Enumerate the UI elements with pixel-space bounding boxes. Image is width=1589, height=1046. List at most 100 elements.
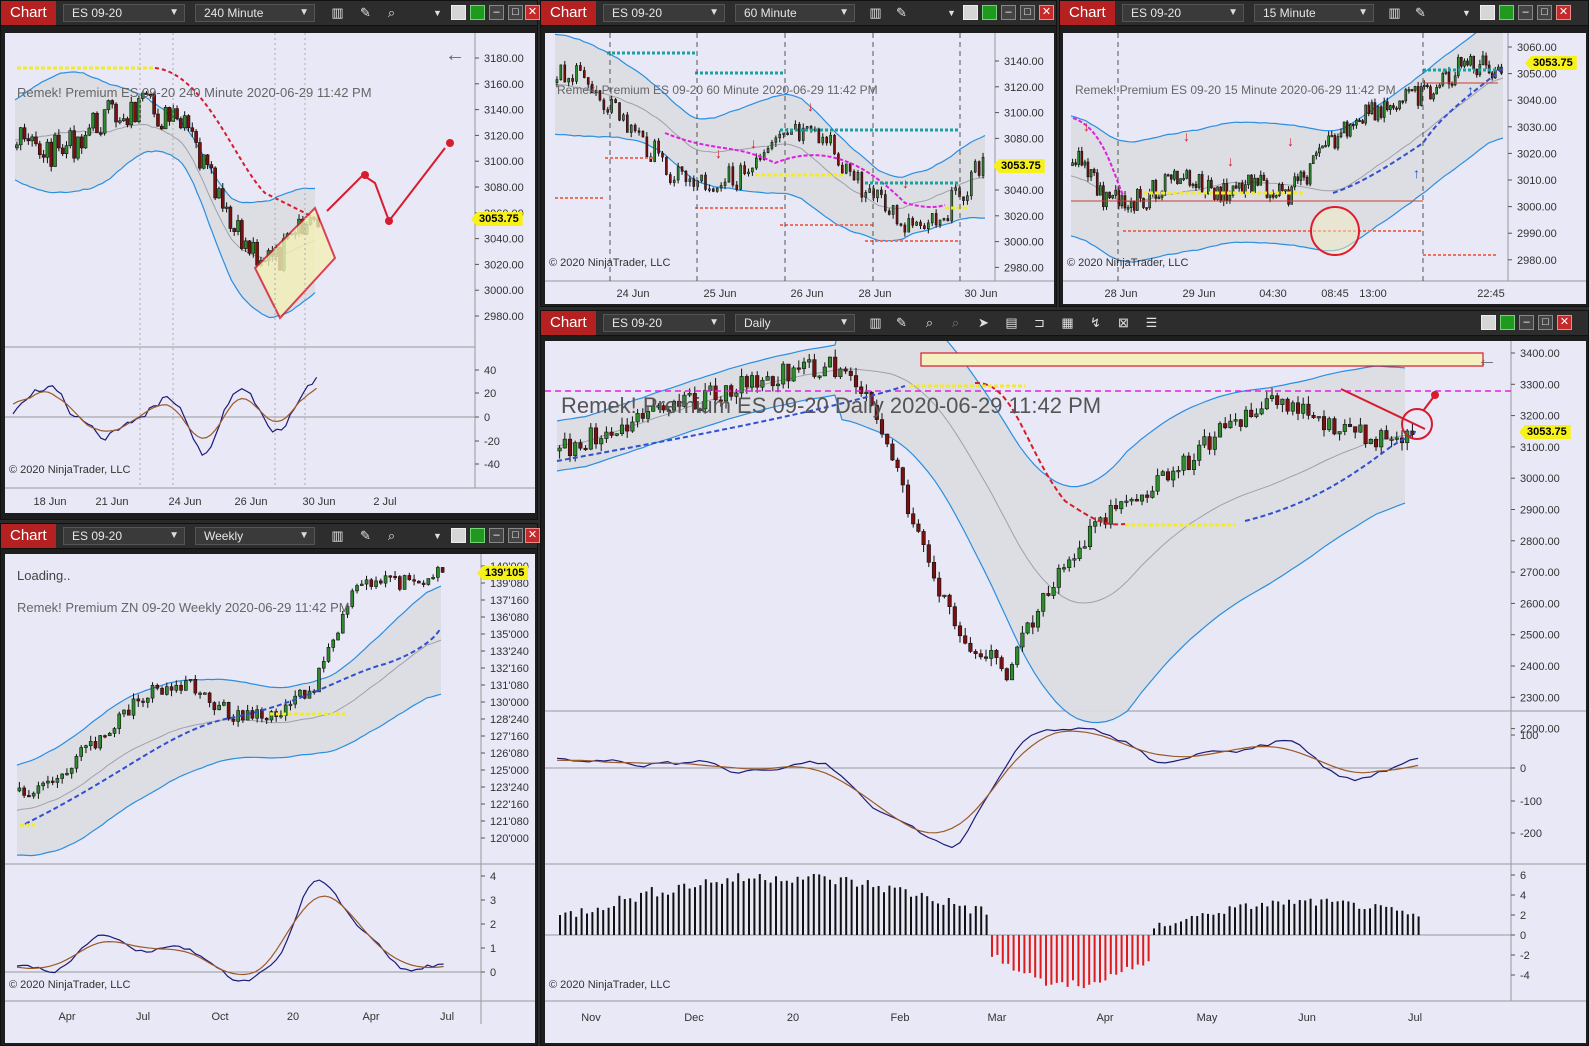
chart-title[interactable]: Chart (541, 311, 596, 335)
bar-type-icon[interactable]: ▥ (331, 528, 344, 543)
bar-type-icon[interactable]: ▥ (1388, 5, 1401, 20)
indicators-icon[interactable]: ↯ (1090, 315, 1101, 330)
zoom-icon[interactable]: ⌕ (387, 528, 396, 543)
window-white-button[interactable] (1481, 315, 1496, 330)
minimize-button[interactable]: – (489, 5, 504, 20)
interval-selector[interactable]: Daily ▼ (735, 314, 855, 332)
maximize-button[interactable]: □ (1020, 5, 1035, 20)
list-icon[interactable]: ☰ (1145, 315, 1158, 330)
zoom-icon[interactable]: ⌕ (387, 5, 396, 20)
zoom-out-icon[interactable]: ⌕ (951, 315, 960, 330)
window-link-button[interactable] (1500, 315, 1515, 330)
cursor-icon[interactable]: ➤ (978, 315, 989, 330)
instrument-selector[interactable]: ES 09-20 ▼ (63, 4, 185, 22)
maximize-button[interactable]: □ (508, 5, 523, 20)
data-box-icon[interactable]: ▤ (1005, 315, 1018, 330)
price-panel[interactable]: ← 3400.00 3300.00 3200.00 3100.00 3000.00 2900… (545, 341, 1586, 1043)
candle-body (231, 718, 236, 722)
price-axis-label: 2500.00 (1520, 630, 1560, 642)
histogram-bar (1331, 901, 1334, 935)
candle-body (1154, 180, 1158, 199)
price-panel[interactable]: ↓ ↓ ↓ ↓ ↑ ↑ 3060.00 3050.00 3040.00 3030.00 3020.0… (1063, 33, 1586, 304)
window-link-button[interactable] (470, 528, 485, 543)
price-panel[interactable]: ↓↓↓↓3140.003120.003100.003080.003060.003… (545, 33, 1054, 304)
interval-selector[interactable]: Weekly ▼ (195, 527, 315, 545)
candle-body (1155, 475, 1160, 492)
histogram-bar (1207, 913, 1209, 935)
chart-title[interactable]: Chart (1, 1, 56, 25)
interval-selector[interactable]: 240 Minute ▼ (195, 4, 315, 22)
close-button[interactable]: ✕ (525, 528, 540, 543)
candle-body (1132, 200, 1136, 211)
minimize-button[interactable]: – (1519, 315, 1534, 330)
histogram-bar (1363, 909, 1366, 935)
minimize-button[interactable]: – (1001, 5, 1016, 20)
candle-body (190, 127, 195, 132)
bar-type-icon[interactable]: ▥ (869, 315, 882, 330)
instrument-selector[interactable]: ES 09-20 ▼ (63, 527, 185, 545)
candle-body (17, 787, 22, 792)
drawing-tool-icon[interactable]: ✎ (896, 315, 907, 330)
drawing-tool-icon[interactable]: ✎ (360, 5, 371, 20)
histogram-bar (1045, 935, 1047, 986)
histogram-bar (1120, 935, 1123, 973)
window-link-button[interactable] (982, 5, 997, 20)
oscillator-axis-label: 4 (490, 871, 496, 883)
date-tick-label: 21 Jun (95, 496, 128, 508)
candle-body (1379, 430, 1384, 448)
interval-selector[interactable]: 60 Minute ▼ (735, 4, 855, 22)
chart-title[interactable]: Chart (1, 524, 56, 548)
back-arrow-icon: ← (445, 44, 465, 66)
price-axis-label: 2700.00 (1520, 567, 1560, 579)
price-panel[interactable]: ← 3180.00 3160.00 3140.00 3120.00 3100.00 3080… (5, 33, 535, 513)
bar-type-icon[interactable]: ▥ (869, 5, 882, 20)
window-link-button[interactable] (1499, 5, 1514, 20)
interval-selector[interactable]: 15 Minute ▼ (1254, 4, 1374, 22)
drawing-tool-icon[interactable]: ✎ (1415, 5, 1426, 20)
chevron-down-icon[interactable]: ▼ (947, 8, 956, 18)
candle-body (1358, 424, 1363, 433)
maximize-button[interactable]: □ (1538, 315, 1553, 330)
chevron-down-icon[interactable]: ▼ (433, 531, 442, 541)
window-white-button[interactable] (1480, 5, 1495, 20)
chart-title[interactable]: Chart (1060, 1, 1115, 25)
histogram-bar (1158, 922, 1161, 935)
histogram-bar (1244, 903, 1247, 935)
drawing-tool-icon[interactable]: ✎ (360, 528, 371, 543)
maximize-button[interactable]: □ (1537, 5, 1552, 20)
window-link-button[interactable] (470, 5, 485, 20)
bar-type-icon[interactable]: ▥ (331, 5, 344, 20)
close-button[interactable]: ✕ (1557, 315, 1572, 330)
chevron-down-icon[interactable]: ▼ (433, 8, 442, 18)
candle-body (970, 171, 973, 197)
minimize-button[interactable]: – (1518, 5, 1533, 20)
drawing-tool-icon[interactable]: ✎ (896, 5, 907, 20)
instrument-selector[interactable]: ES 09-20 ▼ (603, 314, 725, 332)
chevron-down-icon[interactable]: ▼ (1462, 8, 1471, 18)
window-white-button[interactable] (963, 5, 978, 20)
maximize-button[interactable]: □ (508, 528, 523, 543)
window-white-button[interactable] (451, 5, 466, 20)
candle-body (1472, 55, 1475, 70)
window-white-button[interactable] (451, 528, 466, 543)
zoom-in-icon[interactable]: ⌕ (925, 315, 934, 330)
minimize-button[interactable]: – (489, 528, 504, 543)
strategies-icon[interactable]: ⊠ (1118, 315, 1129, 330)
close-button[interactable]: ✕ (525, 5, 540, 20)
candle-body (317, 667, 321, 693)
oscillator-axis-label: -200 (1520, 828, 1542, 840)
instrument-selector[interactable]: ES 09-20 ▼ (1122, 4, 1244, 22)
candle-body (1404, 89, 1408, 102)
close-button[interactable]: ✕ (1556, 5, 1571, 20)
arrow-head (361, 171, 369, 179)
histogram-bar (958, 905, 961, 935)
candle-body (1182, 177, 1185, 181)
instrument-selector[interactable]: ES 09-20 ▼ (603, 4, 725, 22)
candle-body (903, 224, 907, 233)
price-panel[interactable]: 140'000139'080137'160136'080135'000133'2… (5, 554, 535, 1043)
chart-trader-icon[interactable]: ▦ (1061, 315, 1074, 330)
signal-arrow-icon: ↓ (715, 145, 722, 161)
chart-title[interactable]: Chart (541, 1, 596, 25)
properties-icon[interactable]: ⊐ (1034, 315, 1045, 330)
close-button[interactable]: ✕ (1039, 5, 1054, 20)
